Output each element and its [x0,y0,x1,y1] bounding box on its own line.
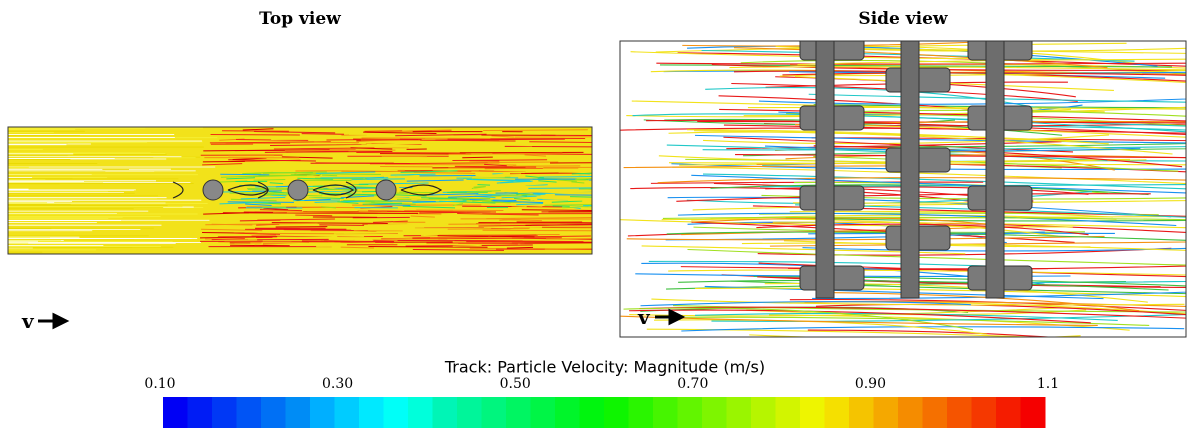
streak [439,234,560,235]
colorbar-tick-label: 0.50 [500,376,531,392]
color-swatch [825,397,850,428]
streak [220,174,269,175]
color-swatch [408,397,433,428]
color-swatch [678,397,703,428]
figure: Top view Side view v v Track: Particle V… [0,0,1194,429]
color-swatch [800,397,825,428]
color-swatch [947,397,972,428]
velocity-label: v [637,305,651,329]
streak [222,131,289,132]
streak [514,136,632,137]
streak [259,148,303,149]
colorbar-tick-label: 1.1 [1037,376,1059,392]
streak [388,201,436,202]
colorbar-title: Track: Particle Velocity: Magnitude (m/s… [444,358,765,377]
streak [211,134,300,135]
shaft [986,41,1004,298]
color-swatch [384,397,409,428]
color-swatch [874,397,899,428]
color-swatch [727,397,752,428]
cylinder [376,180,396,200]
color-swatch [188,397,213,428]
color-swatch [359,397,384,428]
color-swatch [163,397,188,428]
streak [448,224,560,225]
streak [285,150,396,151]
streak [399,192,437,193]
color-swatch [898,397,923,428]
color-swatch [555,397,580,428]
color-swatch [237,397,262,428]
color-swatch [506,397,531,428]
streak [483,230,606,231]
panel-title: Side view [858,9,948,29]
streak [302,134,344,135]
color-swatch [849,397,874,428]
streak [507,247,533,248]
colorbar-tick-label: 0.30 [322,376,353,392]
colorbar-tick-label: 0.10 [144,376,175,392]
streak [478,223,593,224]
streak [382,156,427,157]
color-swatch [702,397,727,428]
streak [361,144,446,145]
streak [466,177,505,178]
streak [466,242,602,243]
streak [329,192,362,193]
color-swatch [923,397,948,428]
color-swatch [286,397,311,428]
streak [262,243,397,244]
streak [448,229,529,230]
arrow [38,315,66,327]
streak [537,196,564,197]
side-view-image [620,36,1194,345]
velocity-label: v [21,309,35,333]
color-swatch [776,397,801,428]
streak [322,175,337,176]
streak [286,151,392,152]
colorbar-tick-label: 0.70 [677,376,708,392]
cylinder [288,180,308,200]
streak [421,198,457,199]
color-swatch [482,397,507,428]
shaft [816,41,834,298]
color-swatch [335,397,360,428]
color-swatch [310,397,335,428]
color-swatch [433,397,458,428]
color-swatch [996,397,1021,428]
streak [475,183,510,184]
panel-title: Top view [259,9,341,29]
color-swatch [629,397,654,428]
streak [528,188,596,189]
cylinder [203,180,223,200]
color-swatch [751,397,776,428]
color-swatch [531,397,556,428]
shaft [901,41,919,298]
color-swatch [604,397,629,428]
color-swatch [212,397,237,428]
color-swatch [1021,397,1046,428]
colorbar-tick-label: 0.90 [855,376,886,392]
streak [452,160,547,161]
streak [555,195,613,196]
top-view-image [8,127,689,254]
streak [462,157,493,158]
color-swatch [972,397,997,428]
streak [488,162,559,163]
color-swatch [457,397,482,428]
color-swatch [580,397,605,428]
streak [362,138,491,139]
color-swatch [653,397,678,428]
colorbar: 0.10 0.30 0.50 0.70 0.90 1.1 [144,376,1059,428]
color-swatch [261,397,286,428]
